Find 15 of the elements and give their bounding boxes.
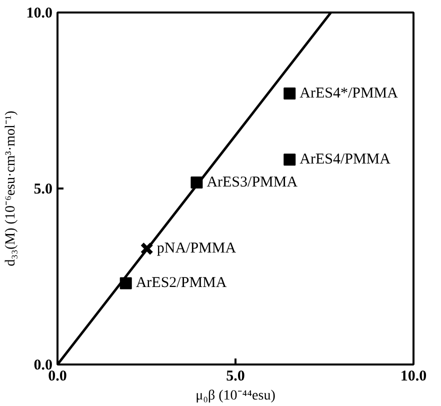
annotation: ArES3/PMMA (206, 174, 298, 191)
annotation: pNA/PMMA (156, 240, 236, 257)
x-axis-title: μ₀β (10⁻⁴⁴esu) (196, 388, 276, 404)
x-tick-label: 0.0 (48, 368, 67, 384)
point (140, 242, 154, 256)
annotation: ArES2/PMMA (136, 275, 227, 292)
y-axis-title: d₃₃(M) (10⁻⁶esu·cm³·mol⁻¹) (3, 110, 18, 266)
x-tick-label: 10.0 (400, 368, 427, 384)
point (284, 87, 296, 100)
x-tick-label: 5.0 (226, 368, 245, 384)
y-tick-label: 10.0 (26, 6, 52, 22)
y-tick-label: 5.0 (34, 182, 52, 198)
annotation: ArES4*/PMMA (300, 85, 398, 102)
point (284, 154, 296, 166)
annotation: ArES4/PMMA (300, 152, 391, 168)
